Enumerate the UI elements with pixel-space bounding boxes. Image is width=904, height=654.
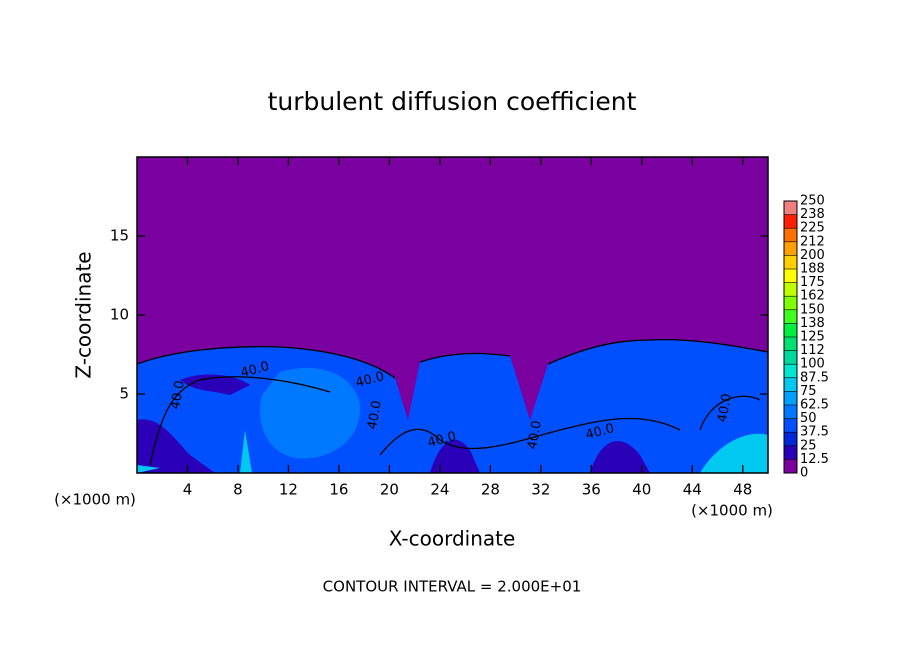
y-tick-label: 10 bbox=[110, 306, 129, 324]
x-unit-label: (×1000 m) bbox=[691, 502, 773, 520]
field-region bbox=[259, 367, 361, 459]
colorbar-bin bbox=[784, 459, 797, 473]
colorbar-bin bbox=[784, 350, 797, 365]
chart-title: turbulent diffusion coefficient bbox=[268, 87, 637, 116]
colorbar-bin bbox=[784, 214, 797, 229]
colorbar-bin bbox=[784, 432, 797, 446]
x-tick-label: 20 bbox=[380, 481, 399, 499]
x-tick-label: 32 bbox=[531, 481, 550, 499]
colorbar-label: 112 bbox=[800, 343, 825, 358]
colorbar-label: 188 bbox=[800, 262, 825, 277]
x-tick-label: 8 bbox=[233, 481, 243, 499]
contour-label: 40.0 bbox=[354, 369, 386, 391]
x-tick-label: 4 bbox=[183, 481, 193, 499]
colorbar-bin bbox=[784, 323, 797, 337]
colorbar-label: 37.5 bbox=[800, 425, 829, 440]
colorbar-label: 150 bbox=[800, 302, 825, 317]
colorbar-bin bbox=[784, 377, 797, 392]
colorbar-label: 250 bbox=[800, 194, 825, 209]
colorbar-bin bbox=[784, 269, 797, 283]
colorbar-label: 138 bbox=[800, 316, 825, 331]
contour-label: 40.0 bbox=[525, 419, 545, 450]
colorbar-bin bbox=[784, 296, 797, 310]
x-tick-label: 24 bbox=[430, 481, 449, 499]
colorbar-bin bbox=[784, 309, 797, 324]
colorbar-label: 62.5 bbox=[800, 398, 829, 413]
colorbar-label: 25 bbox=[800, 438, 817, 453]
contour-label: 40.0 bbox=[168, 379, 188, 410]
colorbar-bin bbox=[784, 337, 797, 351]
x-unit-label: (×1000 m) bbox=[54, 491, 136, 509]
x-tick-label: 36 bbox=[582, 481, 601, 499]
colorbar-label: 200 bbox=[800, 248, 825, 263]
contour-label: 40.0 bbox=[239, 359, 271, 381]
x-tick-label: 12 bbox=[279, 481, 298, 499]
colorbar-label: 175 bbox=[800, 275, 825, 290]
x-axis-title: X-coordinate bbox=[389, 527, 516, 551]
field bbox=[136, 339, 769, 473]
contour-label: 40.0 bbox=[365, 399, 385, 430]
colorbar-label: 87.5 bbox=[800, 370, 829, 385]
colorbar-bin bbox=[784, 418, 797, 433]
field-region bbox=[137, 374, 650, 473]
contour-label: 40.0 bbox=[715, 392, 735, 423]
colorbar-label: 238 bbox=[800, 207, 825, 222]
contour-label: 40.0 bbox=[426, 429, 458, 451]
colorbar-label: 0 bbox=[800, 466, 808, 481]
field-region bbox=[137, 430, 768, 473]
x-tick-label: 48 bbox=[733, 481, 752, 499]
colorbar-bin bbox=[784, 282, 797, 297]
colorbar-label: 225 bbox=[800, 221, 825, 236]
colorbar-bin bbox=[784, 405, 797, 419]
colorbar-bin bbox=[784, 228, 797, 242]
colorbar-label: 162 bbox=[800, 289, 825, 304]
colorbar-label: 212 bbox=[800, 234, 825, 249]
colorbar-label: 125 bbox=[800, 330, 825, 345]
colorbar-label: 50 bbox=[800, 411, 817, 426]
colorbar-bin bbox=[784, 241, 797, 256]
colorbar-bin bbox=[784, 255, 797, 269]
y-axis-title: Z-coordinate bbox=[72, 251, 96, 378]
colorbar-bin bbox=[784, 445, 797, 460]
contour-line bbox=[136, 339, 769, 466]
colorbar-bin bbox=[784, 364, 797, 378]
colorbar-bin bbox=[784, 391, 797, 405]
contour-label: 40.0 bbox=[584, 421, 616, 443]
x-tick-label: 44 bbox=[683, 481, 702, 499]
colorbar-label: 12.5 bbox=[800, 452, 829, 467]
x-tick-label: 40 bbox=[632, 481, 651, 499]
x-tick-label: 28 bbox=[481, 481, 500, 499]
colorbar-label: 100 bbox=[800, 357, 825, 372]
colorbar-bin bbox=[784, 201, 797, 215]
y-tick-label: 5 bbox=[119, 385, 129, 403]
y-tick-label: 15 bbox=[110, 227, 129, 245]
colorbar-label: 75 bbox=[800, 384, 817, 399]
footnote: CONTOUR INTERVAL = 2.000E+01 bbox=[323, 578, 582, 596]
x-tick-label: 16 bbox=[329, 481, 348, 499]
